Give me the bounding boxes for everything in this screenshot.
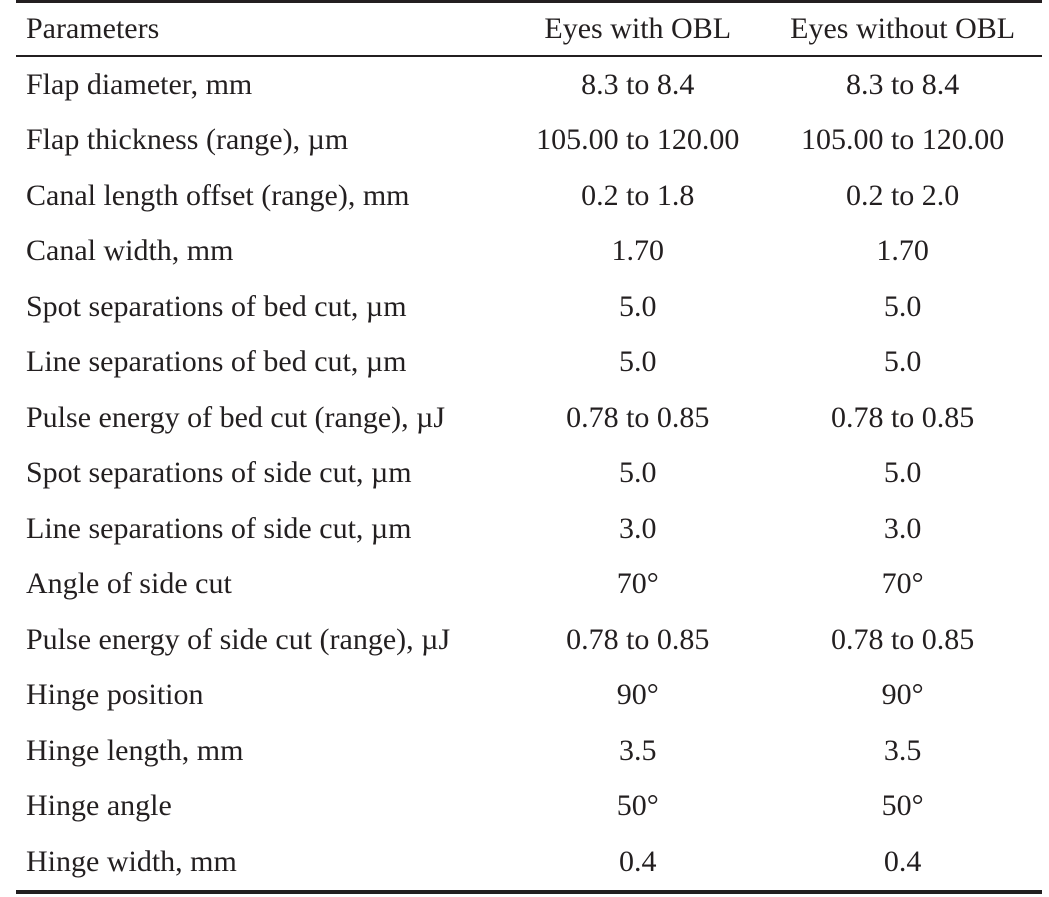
cell-eyes-with-obl: 0.4 (618, 844, 657, 878)
table-body: Flap diameter, mm 8.3 to 8.4 8.3 to 8.4 … (16, 56, 1042, 892)
table-row: Pulse energy of bed cut (range), µJ 0.78… (16, 390, 1042, 446)
table-row: Line separations of side cut, µm 3.0 3.0 (16, 501, 1042, 557)
table-row: Flap thickness (range), µm 105.00 to 120… (16, 113, 1042, 169)
cell-eyes-with-obl: 5.0 (618, 345, 657, 379)
table-row: Hinge width, mm 0.4 0.4 (16, 834, 1042, 892)
table-row: Canal width, mm 1.70 1.70 (16, 224, 1042, 280)
cell-parameter: Spot separations of bed cut, µm (26, 289, 407, 323)
cell-eyes-with-obl: 1.70 (611, 234, 664, 268)
cell-parameter: Hinge width, mm (26, 844, 237, 878)
cell-eyes-with-obl: 0.78 to 0.85 (566, 622, 710, 656)
cell-eyes-without-obl: 0.4 (883, 844, 922, 878)
cell-parameter: Flap diameter, mm (26, 67, 253, 101)
cell-eyes-with-obl: 105.00 to 120.00 (536, 123, 740, 157)
header-eyes-without-obl: Eyes without OBL (790, 12, 1016, 45)
table-row: Hinge position 90° 90° (16, 668, 1042, 724)
cell-parameter: Hinge angle (26, 789, 172, 823)
cell-eyes-with-obl: 3.5 (618, 733, 657, 767)
cell-parameter: Pulse energy of bed cut (range), µJ (26, 400, 446, 434)
table-row: Angle of side cut 70° 70° (16, 557, 1042, 613)
table-row: Canal length offset (range), mm 0.2 to 1… (16, 168, 1042, 224)
cell-eyes-with-obl: 50° (616, 789, 659, 823)
cell-parameter: Line separations of side cut, µm (26, 511, 412, 545)
cell-eyes-with-obl: 8.3 to 8.4 (581, 67, 695, 101)
cell-eyes-with-obl: 3.0 (618, 511, 657, 545)
table-row: Spot separations of bed cut, µm 5.0 5.0 (16, 279, 1042, 335)
cell-parameter: Canal length offset (range), mm (26, 178, 410, 212)
table-row: Hinge angle 50° 50° (16, 779, 1042, 835)
cell-parameter: Canal width, mm (26, 234, 234, 268)
table-row: Flap diameter, mm 8.3 to 8.4 8.3 to 8.4 (16, 56, 1042, 113)
cell-eyes-without-obl: 3.5 (883, 733, 922, 767)
cell-eyes-with-obl: 5.0 (618, 289, 657, 323)
parameters-table-container: Parameters Eyes with OBL Eyes without OB… (16, 0, 1042, 894)
cell-eyes-without-obl: 0.2 to 2.0 (845, 178, 960, 212)
cell-eyes-without-obl: 3.0 (883, 511, 922, 545)
cell-parameter: Spot separations of side cut, µm (26, 456, 412, 490)
cell-parameter: Pulse energy of side cut (range), µJ (26, 622, 451, 656)
cell-eyes-without-obl: 70° (881, 567, 924, 601)
cell-eyes-without-obl: 5.0 (883, 345, 922, 379)
cell-eyes-with-obl: 5.0 (618, 456, 657, 490)
header-parameters: Parameters (26, 12, 160, 45)
cell-eyes-with-obl: 70° (616, 567, 659, 601)
cell-eyes-without-obl: 50° (881, 789, 924, 823)
cell-eyes-without-obl: 105.00 to 120.00 (800, 123, 1005, 157)
parameters-table: Parameters Eyes with OBL Eyes without OB… (16, 0, 1042, 894)
cell-eyes-without-obl: 0.78 to 0.85 (830, 400, 975, 434)
cell-eyes-without-obl: 8.3 to 8.4 (845, 67, 960, 101)
header-row: Parameters Eyes with OBL Eyes without OB… (16, 1, 1042, 56)
cell-parameter: Flap thickness (range), µm (26, 123, 349, 157)
cell-eyes-without-obl: 1.70 (876, 234, 929, 268)
table-row: Hinge length, mm 3.5 3.5 (16, 723, 1042, 779)
cell-parameter: Hinge position (26, 678, 204, 712)
cell-parameter: Angle of side cut (26, 567, 232, 601)
table-row: Pulse energy of side cut (range), µJ 0.7… (16, 612, 1042, 668)
cell-parameter: Hinge length, mm (26, 733, 244, 767)
cell-eyes-without-obl: 5.0 (883, 289, 922, 323)
table-row: Line separations of bed cut, µm 5.0 5.0 (16, 335, 1042, 391)
header-eyes-with-obl: Eyes with OBL (544, 12, 732, 45)
cell-eyes-without-obl: 5.0 (883, 456, 922, 490)
cell-eyes-without-obl: 90° (881, 678, 924, 712)
cell-eyes-without-obl: 0.78 to 0.85 (830, 622, 975, 656)
cell-eyes-with-obl: 0.78 to 0.85 (566, 400, 710, 434)
cell-eyes-with-obl: 90° (616, 678, 659, 712)
table-header: Parameters Eyes with OBL Eyes without OB… (16, 1, 1042, 56)
table-row: Spot separations of side cut, µm 5.0 5.0 (16, 446, 1042, 502)
cell-parameter: Line separations of bed cut, µm (26, 345, 407, 379)
cell-eyes-with-obl: 0.2 to 1.8 (581, 178, 695, 212)
